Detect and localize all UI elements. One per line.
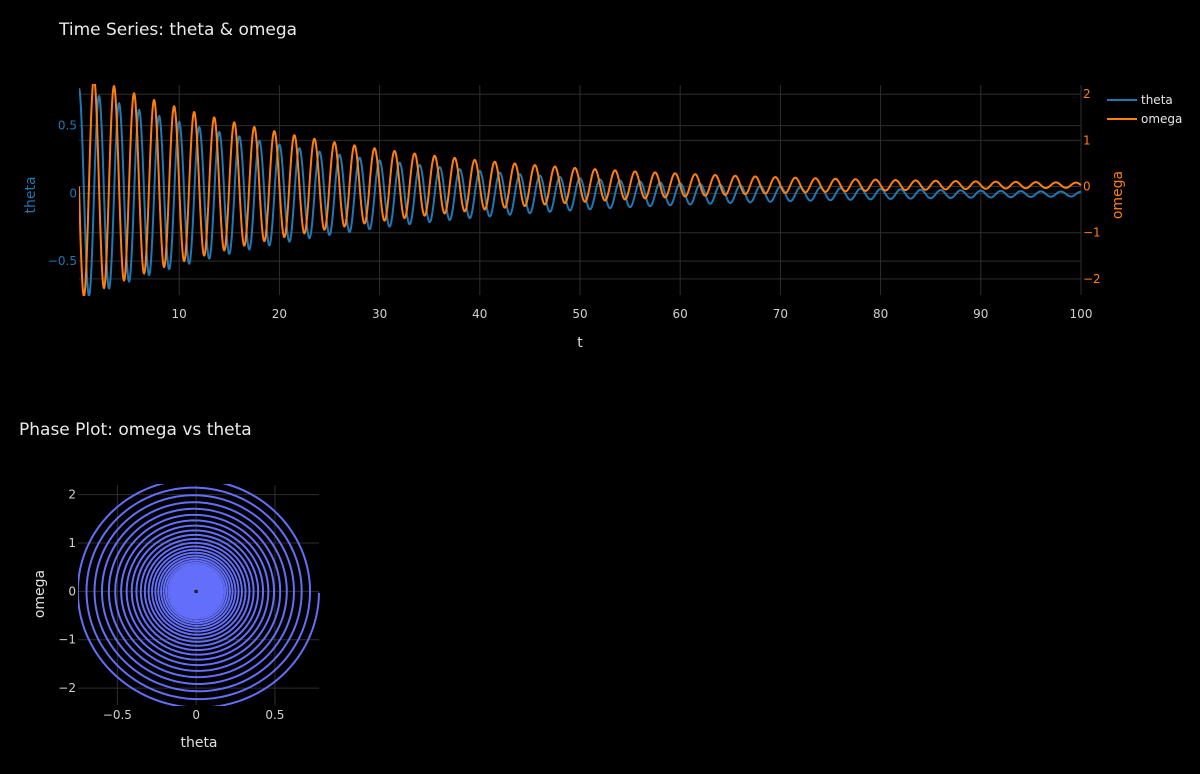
time-series-y-ticks: −0.5 0 0.5: [48, 119, 77, 268]
x-tick-label: 30: [372, 307, 387, 321]
y-tick-label: 2: [68, 488, 76, 502]
x-tick-label: 20: [272, 307, 287, 321]
time-series-x-ticks: 10 20 30 40 50 60 70 80 90 100: [172, 307, 1093, 321]
y-tick-label: 0: [68, 584, 76, 598]
legend-label-theta: theta: [1141, 93, 1173, 107]
y-tick-label: −1: [58, 633, 76, 647]
x-tick-label: 90: [973, 307, 988, 321]
series-line-theta: [79, 87, 1082, 296]
y2-tick-label: 2: [1083, 87, 1091, 101]
time-series-lines: [79, 84, 1082, 296]
y-tick-label: 0.5: [58, 119, 77, 133]
y-tick-label: −0.5: [48, 254, 77, 268]
x-tick-label: 100: [1070, 307, 1093, 321]
time-series-chart: Time Series: theta & omega 10 20 30 40 50 60 7…: [23, 20, 1182, 351]
x-tick-label: 40: [472, 307, 487, 321]
y2-tick-label: 1: [1083, 133, 1091, 147]
y2-tick-label: −2: [1083, 272, 1101, 286]
time-series-y-axis-title: theta: [23, 176, 39, 213]
y-tick-label: 1: [68, 536, 76, 550]
legend-label-omega: omega: [1141, 112, 1182, 126]
x-tick-label: 0: [192, 708, 200, 722]
x-tick-label: 0.5: [265, 708, 284, 722]
x-tick-label: −0.5: [103, 708, 132, 722]
legend[interactable]: theta omega: [1107, 93, 1182, 126]
x-tick-label: 80: [873, 307, 888, 321]
y-tick-label: −2: [58, 681, 76, 695]
y-tick-label: 0: [69, 186, 77, 200]
legend-item-theta[interactable]: theta: [1107, 93, 1173, 107]
time-series-title: Time Series: theta & omega: [58, 20, 297, 40]
phase-plot-x-ticks: −0.5 0 0.5: [103, 708, 285, 722]
phase-spiral-line: [78, 484, 320, 706]
legend-item-omega[interactable]: omega: [1107, 112, 1182, 126]
y2-tick-label: −1: [1083, 226, 1101, 240]
phase-plot-y-ticks: −2 −1 0 1 2: [58, 488, 76, 695]
time-series-y2-axis-title: omega: [1110, 171, 1126, 219]
x-tick-label: 70: [773, 307, 788, 321]
phase-plot-x-axis-title: theta: [180, 735, 217, 751]
x-tick-label: 10: [172, 307, 187, 321]
x-tick-label: 50: [572, 307, 587, 321]
phase-plot-title: Phase Plot: omega vs theta: [19, 420, 252, 440]
phase-plot-y-axis-title: omega: [32, 570, 48, 618]
time-series-y2-ticks: −2 −1 0 1 2: [1083, 87, 1101, 286]
phase-plot-lines: [78, 484, 320, 706]
series-line-omega: [79, 84, 1082, 296]
time-series-x-axis-title: t: [577, 335, 583, 351]
y2-tick-label: 0: [1083, 180, 1091, 194]
phase-plot-chart: Phase Plot: omega vs theta −0.5 0 0.5 −2 −1…: [19, 420, 320, 751]
x-tick-label: 60: [673, 307, 688, 321]
